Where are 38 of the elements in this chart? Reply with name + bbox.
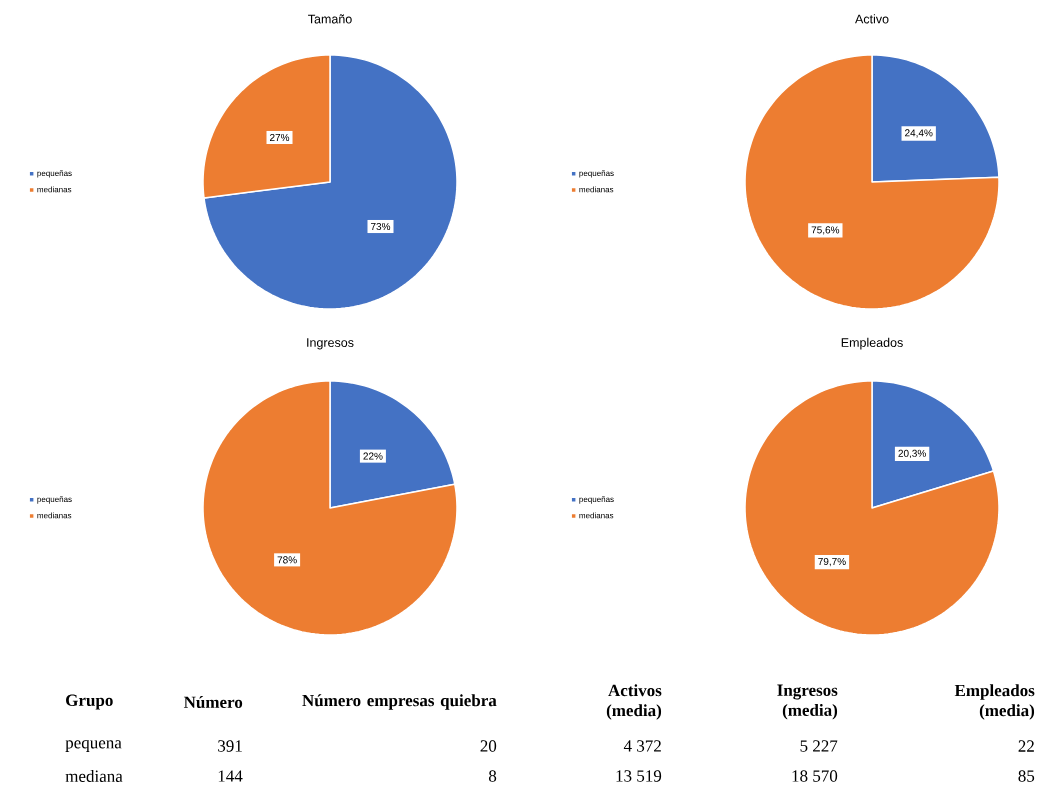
text: Grupo bbox=[66, 694, 113, 710]
legend-label: pequeñas bbox=[579, 170, 614, 178]
data-label: 22% bbox=[363, 452, 383, 460]
text: Número bbox=[183, 695, 243, 709]
text: 18 570 bbox=[792, 770, 838, 782]
legend-label: pequeñas bbox=[37, 496, 72, 504]
legend-label: medianas bbox=[579, 512, 614, 519]
text: Número empresas quiebra bbox=[302, 694, 497, 710]
data-label: 27% bbox=[270, 133, 290, 141]
data-label: 79,7% bbox=[818, 557, 846, 567]
text: 5 227 bbox=[800, 740, 838, 752]
data-label: 24,4% bbox=[905, 129, 933, 138]
chart-title: Empleados bbox=[841, 337, 903, 350]
text: 13 519 bbox=[616, 770, 662, 782]
text: 4 372 bbox=[623, 740, 661, 752]
data-label: 75,6% bbox=[811, 226, 840, 235]
chart-title: Tamaño bbox=[308, 14, 352, 24]
data-label: 78% bbox=[277, 556, 297, 564]
text: 144 bbox=[218, 770, 243, 782]
chart-title: Activo bbox=[855, 14, 889, 24]
legend-label: medianas bbox=[579, 186, 614, 193]
text: 8 bbox=[488, 770, 497, 782]
data-label: 73% bbox=[371, 222, 391, 231]
legend-label: pequeñas bbox=[579, 496, 614, 504]
legend-label: medianas bbox=[37, 512, 72, 519]
text: 22 bbox=[1018, 740, 1034, 752]
text: pequena bbox=[65, 740, 122, 752]
data-label: 20,3% bbox=[898, 449, 926, 459]
legend-label: pequeñas bbox=[37, 170, 72, 178]
legend-label: medianas bbox=[37, 186, 72, 193]
text: Activos (media) bbox=[606, 684, 662, 720]
chart-title: Ingresos bbox=[307, 338, 354, 350]
text: Empleados (media) bbox=[954, 684, 1035, 720]
text: 391 bbox=[218, 740, 242, 752]
text: 20 bbox=[480, 740, 497, 752]
text: 85 bbox=[1018, 770, 1035, 782]
text: mediana bbox=[65, 770, 123, 782]
text: Ingresos (media) bbox=[777, 684, 838, 720]
